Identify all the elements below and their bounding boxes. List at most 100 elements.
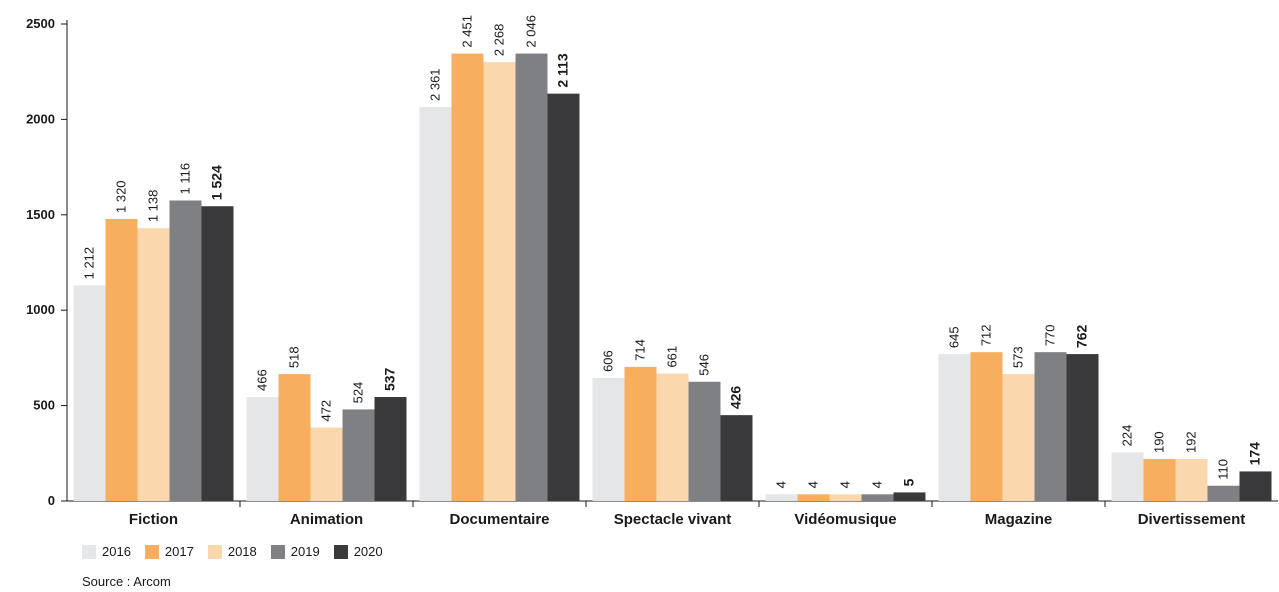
x-category-label: Animation — [290, 511, 363, 528]
legend-swatch — [82, 545, 96, 559]
legend-label: 2017 — [165, 544, 194, 559]
legend-label: 2018 — [228, 544, 257, 559]
bar — [1112, 452, 1144, 501]
bar — [484, 62, 516, 501]
data-label: 2 451 — [460, 15, 475, 48]
y-tick-label: 1500 — [26, 207, 55, 222]
y-tick-label: 1000 — [26, 302, 55, 317]
data-label: 190 — [1152, 431, 1167, 453]
data-label: 4 — [774, 481, 789, 488]
data-label: 110 — [1216, 459, 1231, 480]
data-label: 606 — [601, 350, 616, 372]
y-axis: 0 500 1000 1500 2000 2500 — [26, 16, 67, 508]
data-label: 5 — [901, 478, 917, 486]
data-label: 714 — [633, 339, 648, 361]
legend-item-2018: 2018 — [208, 544, 267, 559]
legend-label: 2020 — [354, 544, 383, 559]
data-label: 192 — [1184, 431, 1199, 453]
data-label: 762 — [1074, 325, 1090, 349]
data-label: 4 — [838, 481, 853, 488]
data-label: 472 — [319, 400, 334, 422]
x-category-label: Spectacle vivant — [614, 511, 732, 528]
data-label: 546 — [697, 354, 712, 376]
data-label: 537 — [382, 367, 398, 391]
bar — [74, 285, 106, 501]
data-label: 645 — [947, 326, 962, 348]
source-note: Source : Arcom — [82, 574, 171, 589]
bar — [1003, 374, 1035, 501]
data-label: 770 — [1043, 324, 1058, 346]
data-label: 712 — [979, 324, 994, 346]
bar — [548, 94, 580, 501]
bar — [625, 367, 657, 501]
bar — [593, 378, 625, 501]
bar — [1176, 459, 1208, 501]
data-label: 573 — [1011, 346, 1026, 368]
x-category-label: Magazine — [985, 511, 1053, 528]
bar — [247, 397, 279, 501]
bar — [279, 374, 311, 501]
x-category-label: Fiction — [129, 511, 178, 528]
bar — [452, 54, 484, 501]
legend-item-2017: 2017 — [145, 544, 204, 559]
bar — [343, 409, 375, 501]
bar — [375, 397, 407, 501]
bar — [202, 206, 234, 501]
data-label: 518 — [287, 346, 302, 368]
data-label: 4 — [870, 481, 885, 488]
data-label: 224 — [1120, 425, 1135, 447]
bar — [894, 492, 926, 501]
y-tick-label: 500 — [33, 398, 55, 413]
bar-chart: 0 500 1000 1500 2000 2500 Fiction Animation Doc… — [0, 0, 1279, 540]
legend-swatch — [208, 545, 222, 559]
data-label: 2 361 — [428, 68, 443, 101]
bar — [1144, 459, 1176, 501]
data-label: 2 268 — [492, 24, 507, 57]
data-label: 2 113 — [555, 53, 571, 87]
bar — [798, 494, 830, 501]
data-label: 1 138 — [146, 190, 161, 223]
y-tick-label: 0 — [48, 493, 55, 508]
x-category-label: Documentaire — [449, 511, 549, 528]
bar — [311, 428, 343, 501]
x-category-label: Divertissement — [1138, 511, 1246, 528]
bar — [1035, 352, 1067, 501]
bar — [138, 228, 170, 501]
x-axis: Fiction Animation Documentaire Spectacle vi… — [67, 501, 1278, 528]
legend-label: 2019 — [291, 544, 320, 559]
bar — [106, 219, 138, 501]
data-label: 1 524 — [209, 165, 225, 200]
data-label: 1 320 — [114, 180, 129, 213]
data-label: 661 — [665, 346, 680, 368]
bar — [862, 494, 894, 501]
bar — [766, 494, 798, 501]
legend-swatch — [334, 545, 348, 559]
y-tick-label: 2000 — [26, 111, 55, 126]
bar — [689, 382, 721, 501]
legend-swatch — [271, 545, 285, 559]
data-label: 2 046 — [524, 15, 539, 48]
data-label: 174 — [1247, 442, 1263, 466]
bar — [1067, 354, 1099, 501]
data-label: 524 — [351, 382, 366, 404]
x-category-label: Vidéomusique — [794, 511, 896, 528]
legend-swatch — [145, 545, 159, 559]
bars — [74, 54, 1272, 501]
bar — [1208, 486, 1240, 501]
legend-label: 2016 — [102, 544, 131, 559]
legend-item-2020: 2020 — [334, 544, 393, 559]
bar — [657, 374, 689, 501]
bar — [420, 107, 452, 501]
legend-item-2019: 2019 — [271, 544, 330, 559]
legend: 2016 2017 2018 2019 2020 — [82, 544, 397, 559]
data-label: 426 — [728, 386, 744, 410]
data-label: 4 — [806, 481, 821, 488]
data-label: 466 — [255, 369, 270, 391]
bar — [939, 354, 971, 501]
legend-item-2016: 2016 — [82, 544, 141, 559]
bar — [1240, 471, 1272, 501]
y-tick-label: 2500 — [26, 16, 55, 31]
bar — [516, 54, 548, 501]
bar — [170, 200, 202, 501]
bar — [971, 352, 1003, 501]
